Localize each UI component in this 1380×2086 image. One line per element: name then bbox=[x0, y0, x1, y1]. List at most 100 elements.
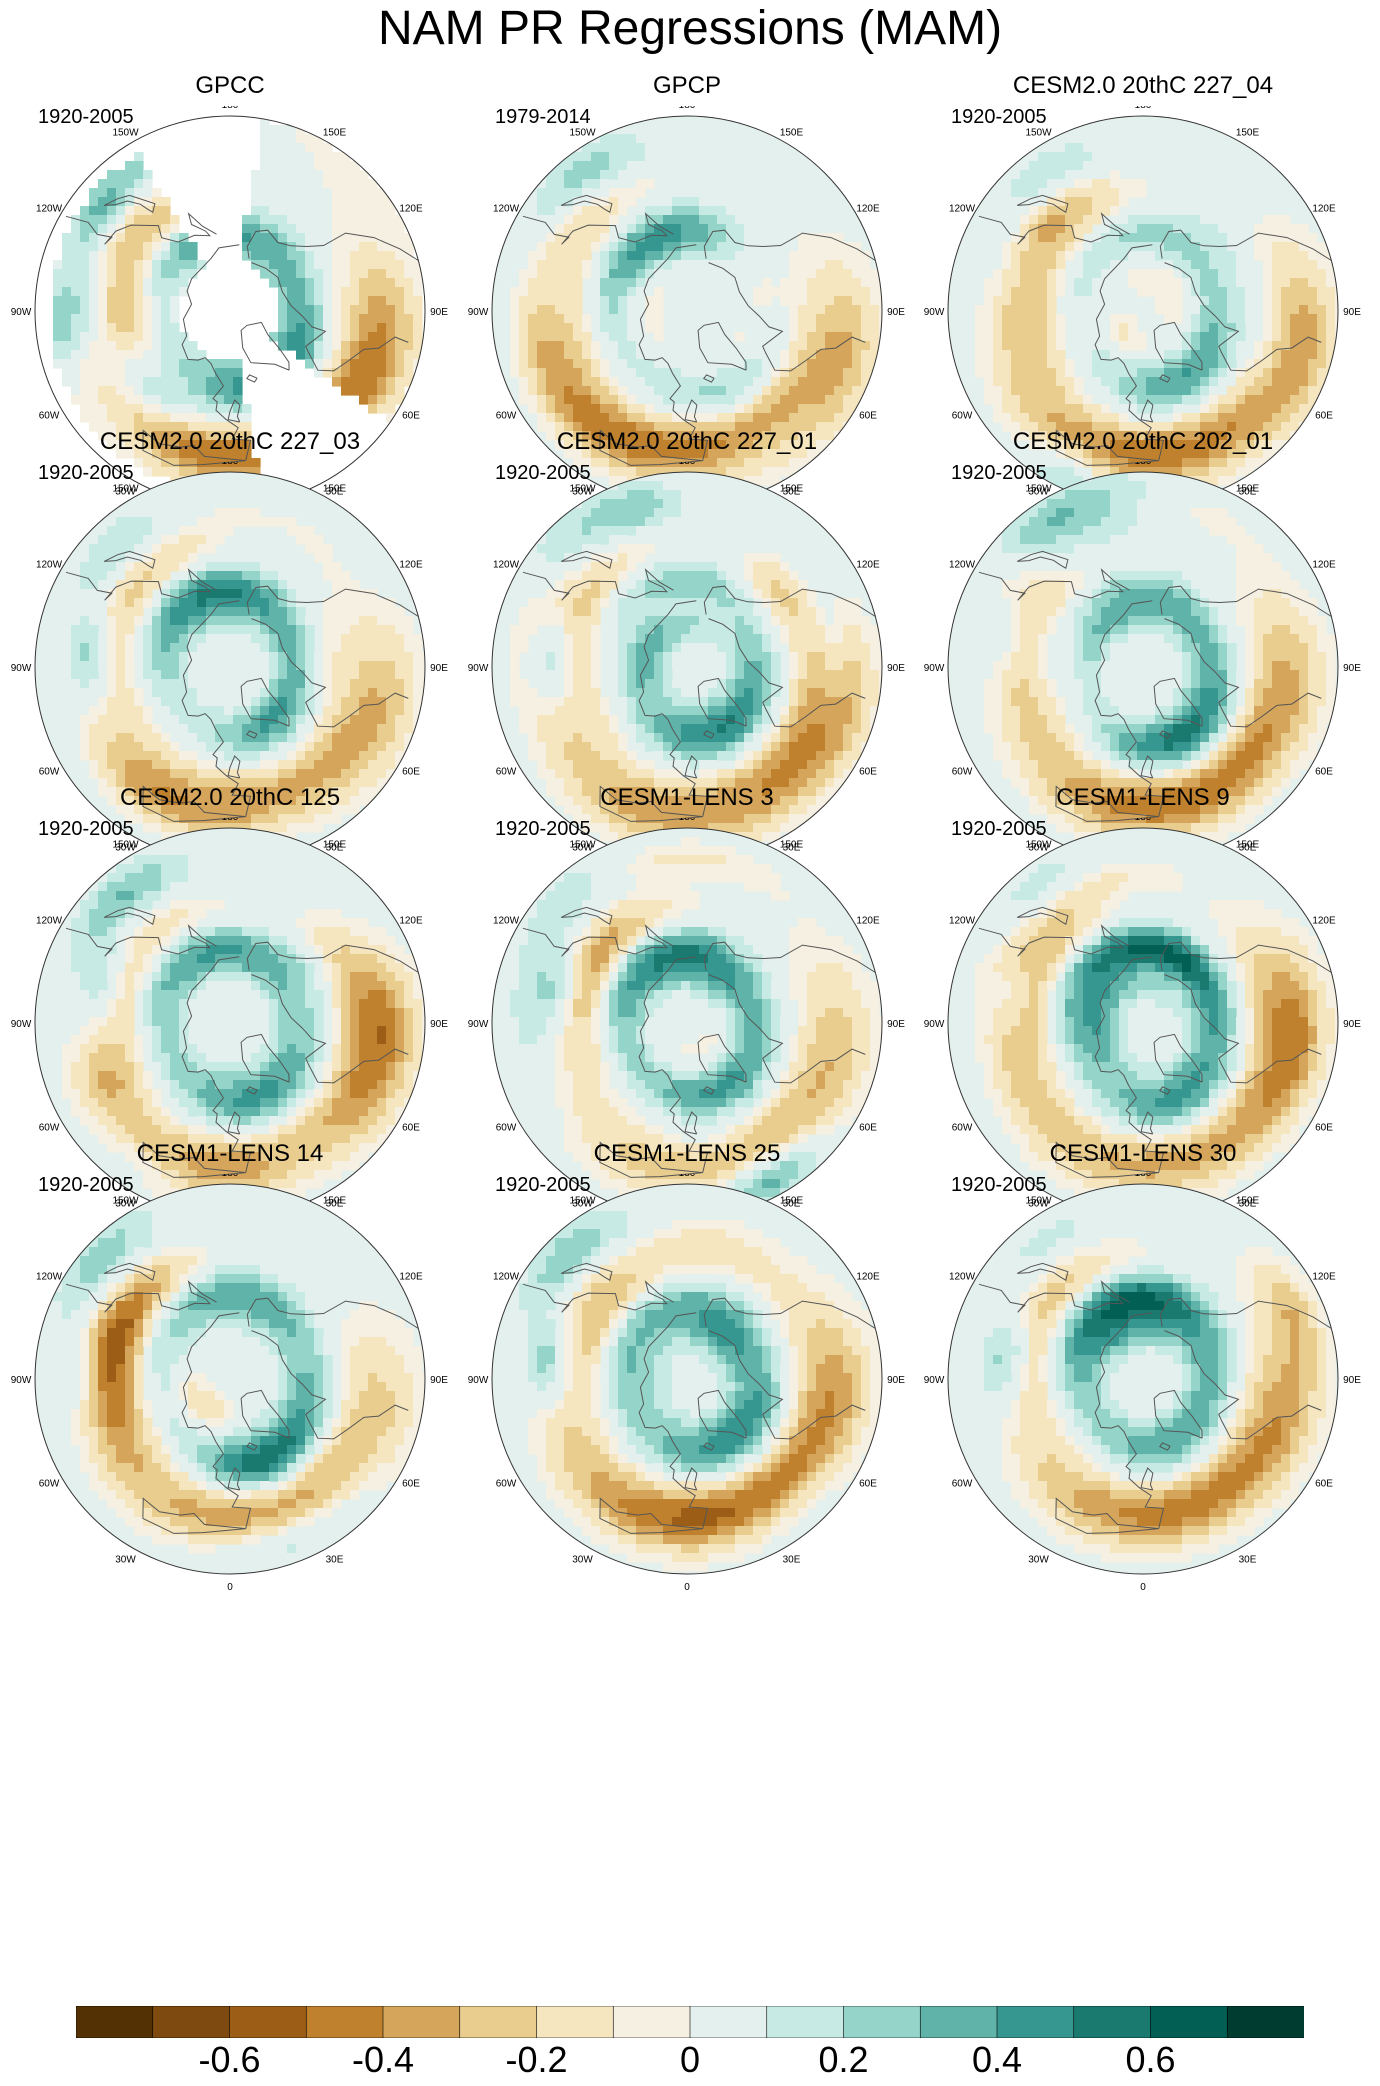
coastline bbox=[227, 1111, 241, 1135]
longitude-label: 30W bbox=[115, 1198, 136, 1209]
coastline bbox=[1016, 906, 1069, 925]
polar-map: 180150E120E90E60E30E030W60W90W120W150W bbox=[468, 462, 906, 881]
longitude-label: 60W bbox=[496, 1479, 517, 1490]
coastline bbox=[708, 974, 866, 1084]
longitude-label: 120W bbox=[493, 204, 520, 215]
coastline bbox=[1055, 429, 1159, 466]
longitude-label: 90W bbox=[924, 1375, 945, 1386]
longitude-label: 60W bbox=[39, 1123, 60, 1134]
coastline bbox=[1016, 194, 1069, 213]
colorbar-swatch bbox=[919, 2006, 998, 2038]
coastline bbox=[181, 1312, 252, 1529]
longitude-label: 180 bbox=[679, 818, 696, 823]
coastline bbox=[1140, 399, 1154, 423]
panel-title: CESM2.0 20thC 227_04 bbox=[1012, 72, 1274, 99]
colorbar-swatch bbox=[766, 2006, 845, 2038]
coastline bbox=[246, 730, 258, 739]
longitude-label: 60E bbox=[1315, 1479, 1333, 1490]
longitude-label: 30W bbox=[1028, 486, 1049, 497]
longitude-label: 180 bbox=[222, 106, 239, 111]
longitude-label: 30W bbox=[572, 486, 593, 497]
panel-period: 1920-2005 bbox=[38, 1174, 134, 1196]
longitude-label: 30W bbox=[115, 842, 136, 853]
coastline bbox=[697, 1033, 747, 1083]
longitude-label: 30E bbox=[326, 1198, 344, 1209]
panel-period: 1979-2014 bbox=[495, 106, 591, 128]
coastline bbox=[227, 1467, 241, 1491]
longitude-label: 120W bbox=[493, 916, 520, 927]
panel-period: 1920-2005 bbox=[38, 818, 134, 840]
coastline bbox=[240, 321, 290, 371]
longitude-label: 120E bbox=[1312, 560, 1336, 571]
longitude-label: 120W bbox=[36, 204, 63, 215]
coastline bbox=[142, 429, 246, 466]
coastline bbox=[240, 1389, 290, 1439]
longitude-label: 150W bbox=[112, 840, 139, 851]
coastline bbox=[638, 1312, 709, 1529]
longitude-label: 120E bbox=[399, 1272, 423, 1283]
longitude-label: 30E bbox=[783, 1198, 801, 1209]
coastline bbox=[1164, 262, 1322, 372]
longitude-label: 150W bbox=[569, 484, 596, 495]
longitude-label: 30E bbox=[783, 1554, 801, 1565]
coastline bbox=[697, 321, 747, 371]
colorbar-swatch bbox=[1150, 2006, 1229, 2038]
coastline bbox=[1094, 244, 1165, 461]
longitude-label: 90W bbox=[11, 1019, 32, 1030]
coastline bbox=[560, 1262, 613, 1281]
coastline bbox=[684, 1111, 698, 1135]
polar-map: 180150E120E90E60E30E030W60W90W120W150W bbox=[924, 462, 1362, 881]
panel-title: CESM1-LENS 30 bbox=[1049, 1140, 1237, 1167]
map-panel: CESM1-LENS 9 1920-2005 180 150E 120E 90E 60E 30… bbox=[913, 782, 1373, 1252]
longitude-label: 30W bbox=[115, 1554, 136, 1565]
longitude-label: 30E bbox=[326, 1554, 344, 1565]
longitude-label: 90W bbox=[924, 307, 945, 318]
coastline bbox=[703, 585, 876, 617]
colorbar-swatch bbox=[536, 2006, 615, 2038]
map-panel: GPCP1979-2014180150E120E90E60E30E030W60W… bbox=[457, 70, 917, 540]
longitude-label: 180 bbox=[222, 818, 239, 823]
coastline bbox=[684, 755, 698, 779]
colorbar-tick-label: -0.6 bbox=[198, 2039, 261, 2080]
longitude-label: 150W bbox=[569, 840, 596, 851]
longitude-label: 120E bbox=[399, 204, 423, 215]
coastline bbox=[1094, 600, 1165, 817]
longitude-label: 60E bbox=[859, 1479, 877, 1490]
colorbar-swatch bbox=[229, 2006, 308, 2038]
colorbar-tick-label: 0.6 bbox=[1125, 2039, 1176, 2080]
map-panel: CESM2.0 20thC 227_03 1920-2005 180 150E 120E… bbox=[0, 426, 460, 896]
longitude-label: 0 bbox=[684, 1582, 690, 1593]
coastline bbox=[697, 677, 747, 727]
coastline bbox=[65, 568, 217, 601]
longitude-label: 120W bbox=[493, 1272, 520, 1283]
coastline bbox=[251, 1330, 409, 1440]
panel-period: 1920-2005 bbox=[38, 462, 134, 484]
panel-title: CESM2.0 20thC 125 bbox=[119, 784, 341, 811]
map-outline bbox=[34, 1183, 426, 1575]
colorbar-swatch bbox=[996, 2006, 1075, 2038]
panel-title: CESM2.0 20thC 202_01 bbox=[1012, 428, 1274, 455]
coastline bbox=[227, 755, 241, 779]
coastline bbox=[1140, 1467, 1154, 1491]
longitude-label: 90W bbox=[11, 1375, 32, 1386]
map-panel: CESM2.0 20thC 125 1920-2005 180 150E 120E 90E… bbox=[0, 782, 460, 1252]
longitude-label: 120W bbox=[949, 204, 976, 215]
coastline bbox=[522, 568, 674, 601]
coastline bbox=[1140, 1111, 1154, 1135]
longitude-label: 120W bbox=[36, 916, 63, 927]
longitude-label: 60E bbox=[402, 1479, 420, 1490]
longitude-label: 90W bbox=[924, 663, 945, 674]
longitude-label: 30E bbox=[783, 842, 801, 853]
coastline bbox=[103, 906, 156, 925]
coastline bbox=[1159, 941, 1332, 973]
longitude-label: 60E bbox=[402, 767, 420, 778]
coastline bbox=[708, 618, 866, 728]
panel-period: 1920-2005 bbox=[495, 818, 591, 840]
coastline bbox=[1055, 785, 1159, 822]
coastline bbox=[599, 785, 703, 822]
longitude-label: 90W bbox=[924, 1019, 945, 1030]
longitude-label: 150E bbox=[780, 128, 804, 139]
longitude-label: 120E bbox=[856, 916, 880, 927]
coastline bbox=[703, 1442, 715, 1451]
longitude-label: 150E bbox=[323, 840, 347, 851]
